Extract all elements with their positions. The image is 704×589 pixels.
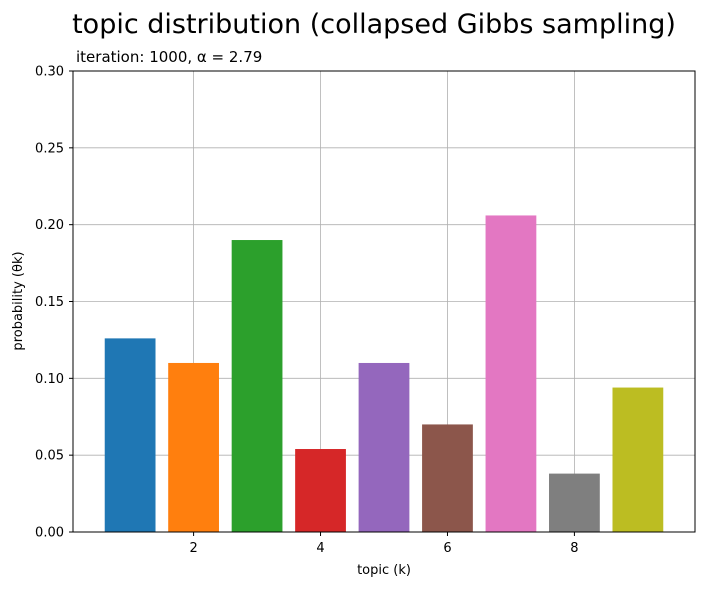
bar-topic-7 xyxy=(485,215,537,533)
bars xyxy=(104,215,664,533)
y-tick-label: 0.30 xyxy=(35,65,64,80)
y-axis-label: probability (θk) xyxy=(11,251,26,350)
axis-ticks: 0.00 0.05 0.10 0.15 0.20 0.25 0.30 2 4 6 8 xyxy=(35,65,579,557)
chart-title: topic distribution (collapsed Gibbs samp… xyxy=(72,9,676,40)
x-axis-label: topic (k) xyxy=(357,563,411,578)
bar-topic-8 xyxy=(549,473,600,532)
bar-topic-2 xyxy=(168,362,219,532)
x-tick-label: 8 xyxy=(570,541,578,556)
bar-topic-6 xyxy=(422,424,473,532)
bar-topic-5 xyxy=(358,362,410,532)
x-tick-label: 2 xyxy=(189,541,197,556)
y-tick-label: 0.05 xyxy=(35,449,64,464)
bar-topic-9 xyxy=(612,387,664,532)
bar-topic-1 xyxy=(104,338,156,532)
y-tick-label: 0.20 xyxy=(35,218,64,233)
y-tick-label: 0.00 xyxy=(35,526,64,541)
bar-topic-4 xyxy=(295,449,346,532)
x-tick-label: 6 xyxy=(443,541,451,556)
chart-subtitle: iteration: 1000, α = 2.79 xyxy=(76,48,262,66)
y-tick-label: 0.10 xyxy=(35,372,64,387)
x-tick-label: 4 xyxy=(316,541,324,556)
y-tick-label: 0.15 xyxy=(35,295,64,310)
y-tick-label: 0.25 xyxy=(35,141,64,156)
bar-topic-3 xyxy=(231,240,283,533)
